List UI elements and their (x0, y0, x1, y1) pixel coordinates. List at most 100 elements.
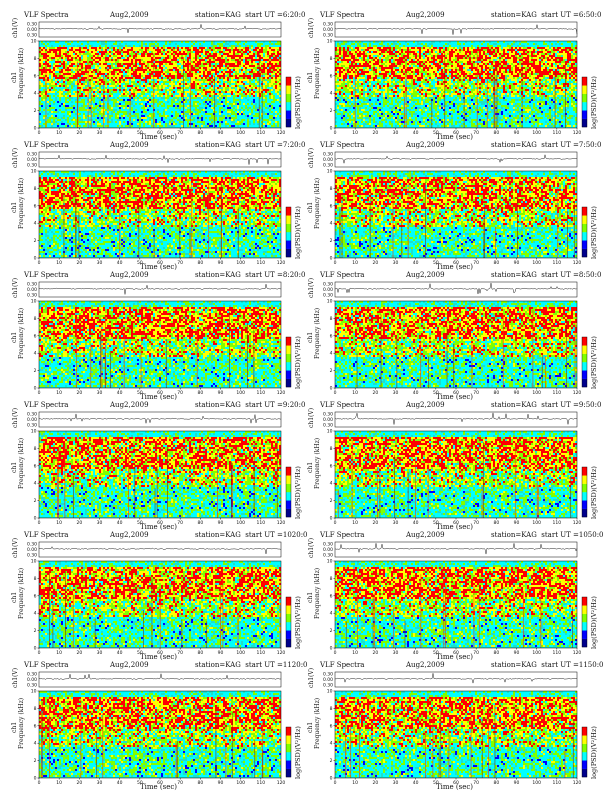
spectrogram-cell (101, 79, 103, 81)
spectrogram-cell (219, 113, 221, 115)
spectrogram-cell (45, 45, 47, 47)
spectrogram-cell (143, 69, 145, 71)
spectrogram-cell (203, 115, 205, 117)
spectrogram-cell (113, 101, 115, 103)
spectrogram-cell (207, 97, 209, 99)
spectrogram-cell (105, 73, 107, 75)
spectrogram-cell (77, 81, 79, 83)
spectrogram-cell (233, 41, 235, 43)
spectrogram-cell (111, 97, 113, 99)
spectrogram-cell (81, 113, 83, 115)
spectrogram-cell (39, 41, 41, 43)
spectrogram-cell (277, 65, 279, 67)
spectrogram-cell (195, 45, 197, 47)
spectrogram-cell (193, 103, 195, 105)
spectrogram-cell (193, 125, 195, 127)
spectrogram-cell (253, 107, 255, 109)
spectrogram-cell (129, 47, 131, 49)
spectrogram-cell (219, 63, 221, 65)
spectrogram-cell (219, 59, 221, 61)
spectrogram-cell (167, 41, 169, 43)
spectrogram-cell (157, 73, 159, 75)
spectrogram-cell (251, 71, 253, 73)
spectrogram-cell (265, 67, 267, 69)
spectrogram-cell (69, 111, 71, 113)
spectrogram-cell (241, 125, 243, 127)
spectrogram-cell (271, 85, 273, 87)
spectrogram-cell (225, 65, 227, 67)
spectrogram-cell (135, 93, 137, 95)
spectrogram-cell (183, 123, 185, 125)
spectrogram-cell (243, 77, 245, 79)
spectrogram-cell (201, 55, 203, 57)
spectrogram-cell (421, 41, 423, 43)
spectrogram-cell (145, 117, 147, 119)
spectrogram-cell (177, 119, 179, 121)
spectrogram-cell (215, 67, 217, 69)
spectrogram-cell (255, 67, 257, 69)
spectrogram-cell (165, 75, 167, 77)
spectrogram-cell (127, 65, 129, 67)
spectrogram-cell (267, 45, 269, 47)
spectrogram-cell (137, 77, 139, 79)
spectrogram-cell (209, 77, 211, 79)
spectrogram-cell (219, 91, 221, 93)
spectrogram-cell (213, 113, 215, 115)
spectrogram-cell (91, 51, 93, 53)
spectrogram-cell (203, 49, 205, 51)
spectrogram-cell (277, 103, 279, 105)
spectrogram-cell (249, 75, 251, 77)
spectrogram-cell (211, 69, 213, 71)
spectrogram-cell (119, 63, 121, 65)
spectrogram-cell (273, 57, 275, 59)
spectrogram-cell (69, 95, 71, 97)
spectrogram-cell (263, 101, 265, 103)
spectrogram-cell (97, 99, 99, 101)
spectrogram-cell (265, 93, 267, 95)
spectrogram-cell (225, 77, 227, 79)
spectrogram-cell (127, 103, 129, 105)
spectrogram-cell (109, 93, 111, 95)
spectrogram-cell (269, 49, 271, 51)
spectrogram-cell (265, 55, 267, 57)
spectrogram-cell (155, 85, 157, 87)
spectrogram-cell (137, 111, 139, 113)
spectrogram-cell (69, 93, 71, 95)
spectrogram-cell (209, 43, 211, 45)
spectrogram-cell (99, 71, 101, 73)
spectrogram-cell (219, 81, 221, 83)
spectrogram-cell (211, 93, 213, 95)
spectrogram-cell (273, 101, 275, 103)
spectrogram-cell (237, 67, 239, 69)
spectrogram-cell (85, 87, 87, 89)
spectrogram-cell (215, 105, 217, 107)
spectrogram-cell (151, 51, 153, 53)
spectrogram-cell (113, 89, 115, 91)
spectrogram-cell (63, 43, 65, 45)
spectrogram-cell (155, 53, 157, 55)
spectrogram-cell (225, 71, 227, 73)
spectrogram-cell (57, 125, 59, 127)
spectrogram-cell (57, 115, 59, 117)
spectrogram-cell (107, 55, 109, 57)
spectrogram-cell (135, 121, 137, 123)
spectrogram-cell (65, 59, 67, 61)
spectrogram-cell (171, 89, 173, 91)
spectrogram-cell (85, 99, 87, 101)
spectrogram-cell (271, 111, 273, 113)
spectrogram-cell (155, 103, 157, 105)
spectrogram-cell (89, 95, 91, 97)
spectrogram-cell (247, 73, 249, 75)
spectrogram-cell (243, 111, 245, 113)
spectrogram-cell (79, 107, 81, 109)
spectrogram-cell (265, 101, 267, 103)
spectrogram-cell (161, 95, 163, 97)
spectrogram-cell (125, 47, 127, 49)
spectrogram-cell (109, 111, 111, 113)
spectrogram-cell (231, 67, 233, 69)
spectrogram-cell (63, 47, 65, 49)
spectrogram-cell (171, 75, 173, 77)
spectrogram-cell (269, 105, 271, 107)
spectrogram-cell (65, 61, 67, 63)
spectrogram-cell (137, 45, 139, 47)
